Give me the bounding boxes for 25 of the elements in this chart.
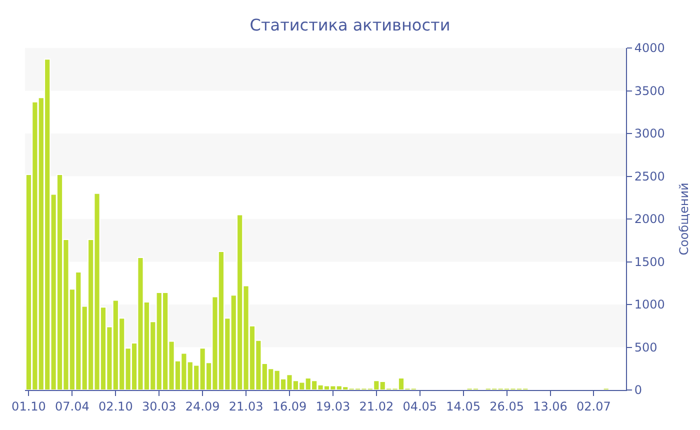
x-tick-label: 19.03 xyxy=(316,399,350,414)
y-tick-label: 3500 xyxy=(634,84,665,98)
x-tick-label: 01.10 xyxy=(12,399,46,414)
x-tick-label: 24.09 xyxy=(185,399,220,414)
x-tick-label: 26.05 xyxy=(490,399,524,414)
x-tick-label: 02.07 xyxy=(576,399,611,414)
x-tick-label: 16.09 xyxy=(272,399,307,414)
chart-title: Статистика активности xyxy=(250,16,450,35)
x-tick-label: 21.02 xyxy=(359,399,394,414)
x-tick-label: 30.03 xyxy=(142,399,176,414)
y-tick-label: 500 xyxy=(634,340,658,354)
y-tick-label: 2500 xyxy=(634,169,665,184)
x-tick-label: 07.04 xyxy=(55,399,90,414)
x-tick-label: 02.10 xyxy=(98,399,133,414)
x-tick-label: 21.03 xyxy=(228,399,264,414)
y-tick-label: 4000 xyxy=(634,41,665,56)
x-tick-label: 04.05 xyxy=(402,399,438,414)
y-tick-label: 3000 xyxy=(634,126,665,141)
y-tick-label: 1500 xyxy=(634,254,665,269)
y-tick-label: 1000 xyxy=(634,298,665,312)
x-tick-label: 14.05 xyxy=(446,399,481,414)
y-axis-title: Сообщений xyxy=(676,182,691,256)
x-tick-label: 13.06 xyxy=(533,399,568,414)
y-tick-label: 2000 xyxy=(634,212,665,226)
y-tick-label: 0 xyxy=(634,383,642,398)
